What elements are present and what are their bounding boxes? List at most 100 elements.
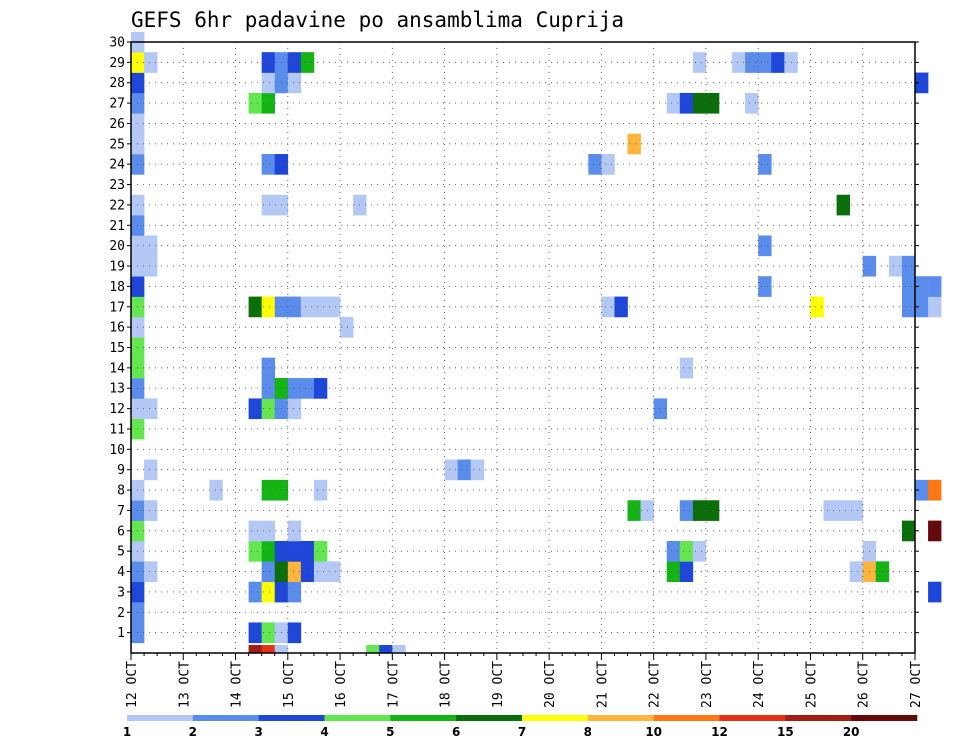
y-tick-label: 14 [109, 361, 125, 376]
heatmap-cell [653, 398, 668, 420]
x-axis-ticks: 12 OCT 13 OCT 14 OCT 15 OCT 16 OCT 17 OCT 18 O… [125, 653, 924, 708]
heatmap-cell [313, 479, 328, 501]
y-tick-label: 8 [117, 484, 125, 499]
heatmap-cell [144, 52, 158, 73]
heatmap-cell [705, 500, 720, 521]
y-tick-label: 4 [117, 565, 125, 580]
heatmap-cell [705, 92, 720, 114]
colorbar-segment [851, 715, 918, 721]
y-tick-label: 22 [109, 198, 125, 213]
y-tick-label: 27 [109, 97, 125, 112]
heatmap-cell [327, 296, 341, 318]
heatmap-cell [901, 276, 916, 297]
heatmap-cell [261, 154, 276, 175]
heatmap-cell [313, 378, 328, 399]
heatmap-cell [366, 645, 380, 654]
heatmap-cell [144, 500, 158, 521]
heatmap-cell [327, 561, 341, 583]
colorbar-legend: 1 2 3 4 5 6 7 8 10 12 15 20 [123, 715, 918, 739]
heatmap-cell [888, 255, 903, 277]
heatmap-cell [287, 622, 302, 644]
x-tick-label: 13 OCT [177, 661, 192, 708]
heatmap-cell [915, 72, 929, 94]
colorbar-label: 8 [584, 725, 592, 739]
heatmap-cell [144, 235, 158, 257]
y-tick-label: 24 [109, 158, 125, 173]
y-tick-label: 11 [109, 422, 125, 437]
heatmap-cell [849, 561, 864, 583]
y-tick-label: 20 [109, 239, 125, 254]
heatmap-cell [287, 561, 302, 583]
heatmap-cell [287, 72, 302, 94]
heatmap-cell [261, 296, 276, 318]
heatmap-cell [144, 398, 158, 420]
y-tick-label: 30 [109, 36, 125, 51]
heatmap-cell [248, 645, 262, 654]
y-tick-label: 15 [109, 341, 125, 356]
heatmap-cell [287, 378, 302, 399]
heatmap-cell [287, 581, 302, 603]
y-tick-label: 3 [117, 585, 125, 600]
colorbar-segment [390, 715, 457, 721]
heatmap-cell [823, 500, 837, 521]
heatmap-cell [248, 398, 262, 420]
heatmap-cell [692, 500, 707, 521]
colorbar-label: 6 [452, 725, 460, 739]
heatmap-cell [627, 500, 641, 521]
heatmap-cell [692, 52, 707, 73]
heatmap-cell [692, 540, 707, 562]
x-tick-label: 12 OCT [125, 661, 140, 708]
heatmap-cell [470, 459, 485, 481]
heatmap-cell [679, 561, 694, 583]
heatmap-cell [588, 154, 602, 175]
heatmap-cell [261, 520, 276, 542]
colorbar-segment [522, 715, 589, 721]
heatmap-cell [928, 296, 942, 318]
heatmap-cell [679, 357, 694, 379]
heatmap-cell [144, 561, 158, 583]
heatmap-cell [261, 622, 276, 644]
heatmap-cell [928, 276, 942, 297]
heatmap-cell [915, 276, 929, 297]
heatmap-cell [340, 316, 354, 338]
y-tick-label: 23 [109, 178, 125, 193]
heatmap-cell [901, 296, 916, 318]
x-tick-label: 25 OCT [804, 661, 819, 708]
heatmap-cell [758, 276, 772, 297]
heatmap-cell [601, 296, 615, 318]
heatmap-cell [261, 357, 276, 379]
heatmap-cells [131, 31, 942, 654]
heatmap-cell [601, 154, 615, 175]
heatmap-cell [928, 520, 942, 542]
heatmap-cell [287, 398, 302, 420]
colorbar-label: 20 [843, 725, 860, 739]
colorbar-segment [653, 715, 720, 721]
heatmap-cell [300, 540, 315, 562]
heatmap-cell [836, 500, 850, 521]
colorbar-segment [258, 715, 325, 721]
y-tick-label: 17 [109, 300, 125, 315]
heatmap-cell [261, 378, 276, 399]
heatmap-cell [261, 194, 276, 216]
heatmap-cell [209, 479, 223, 501]
heatmap-cell [666, 540, 681, 562]
heatmap-cell [261, 92, 276, 114]
x-tick-label: 26 OCT [857, 661, 872, 708]
heatmap-cell [444, 459, 458, 481]
heatmap-cell [745, 52, 759, 73]
heatmap-cell [627, 133, 641, 155]
colorbar-label: 10 [645, 725, 662, 739]
y-tick-label: 29 [109, 56, 125, 71]
y-tick-label: 19 [109, 260, 125, 275]
colorbar-label: 7 [518, 725, 526, 739]
heatmap-cell [261, 561, 276, 583]
x-tick-label: 19 OCT [491, 661, 506, 708]
heatmap-cell [248, 520, 262, 542]
y-tick-label: 25 [109, 137, 125, 152]
colorbar-segment [192, 715, 259, 721]
heatmap-cell [758, 235, 772, 257]
colorbar-label: 12 [711, 725, 728, 739]
y-axis-ticks: 1234567891011121314151617181920212223242… [109, 36, 919, 641]
y-tick-label: 7 [117, 504, 125, 519]
y-tick-label: 21 [109, 219, 125, 234]
